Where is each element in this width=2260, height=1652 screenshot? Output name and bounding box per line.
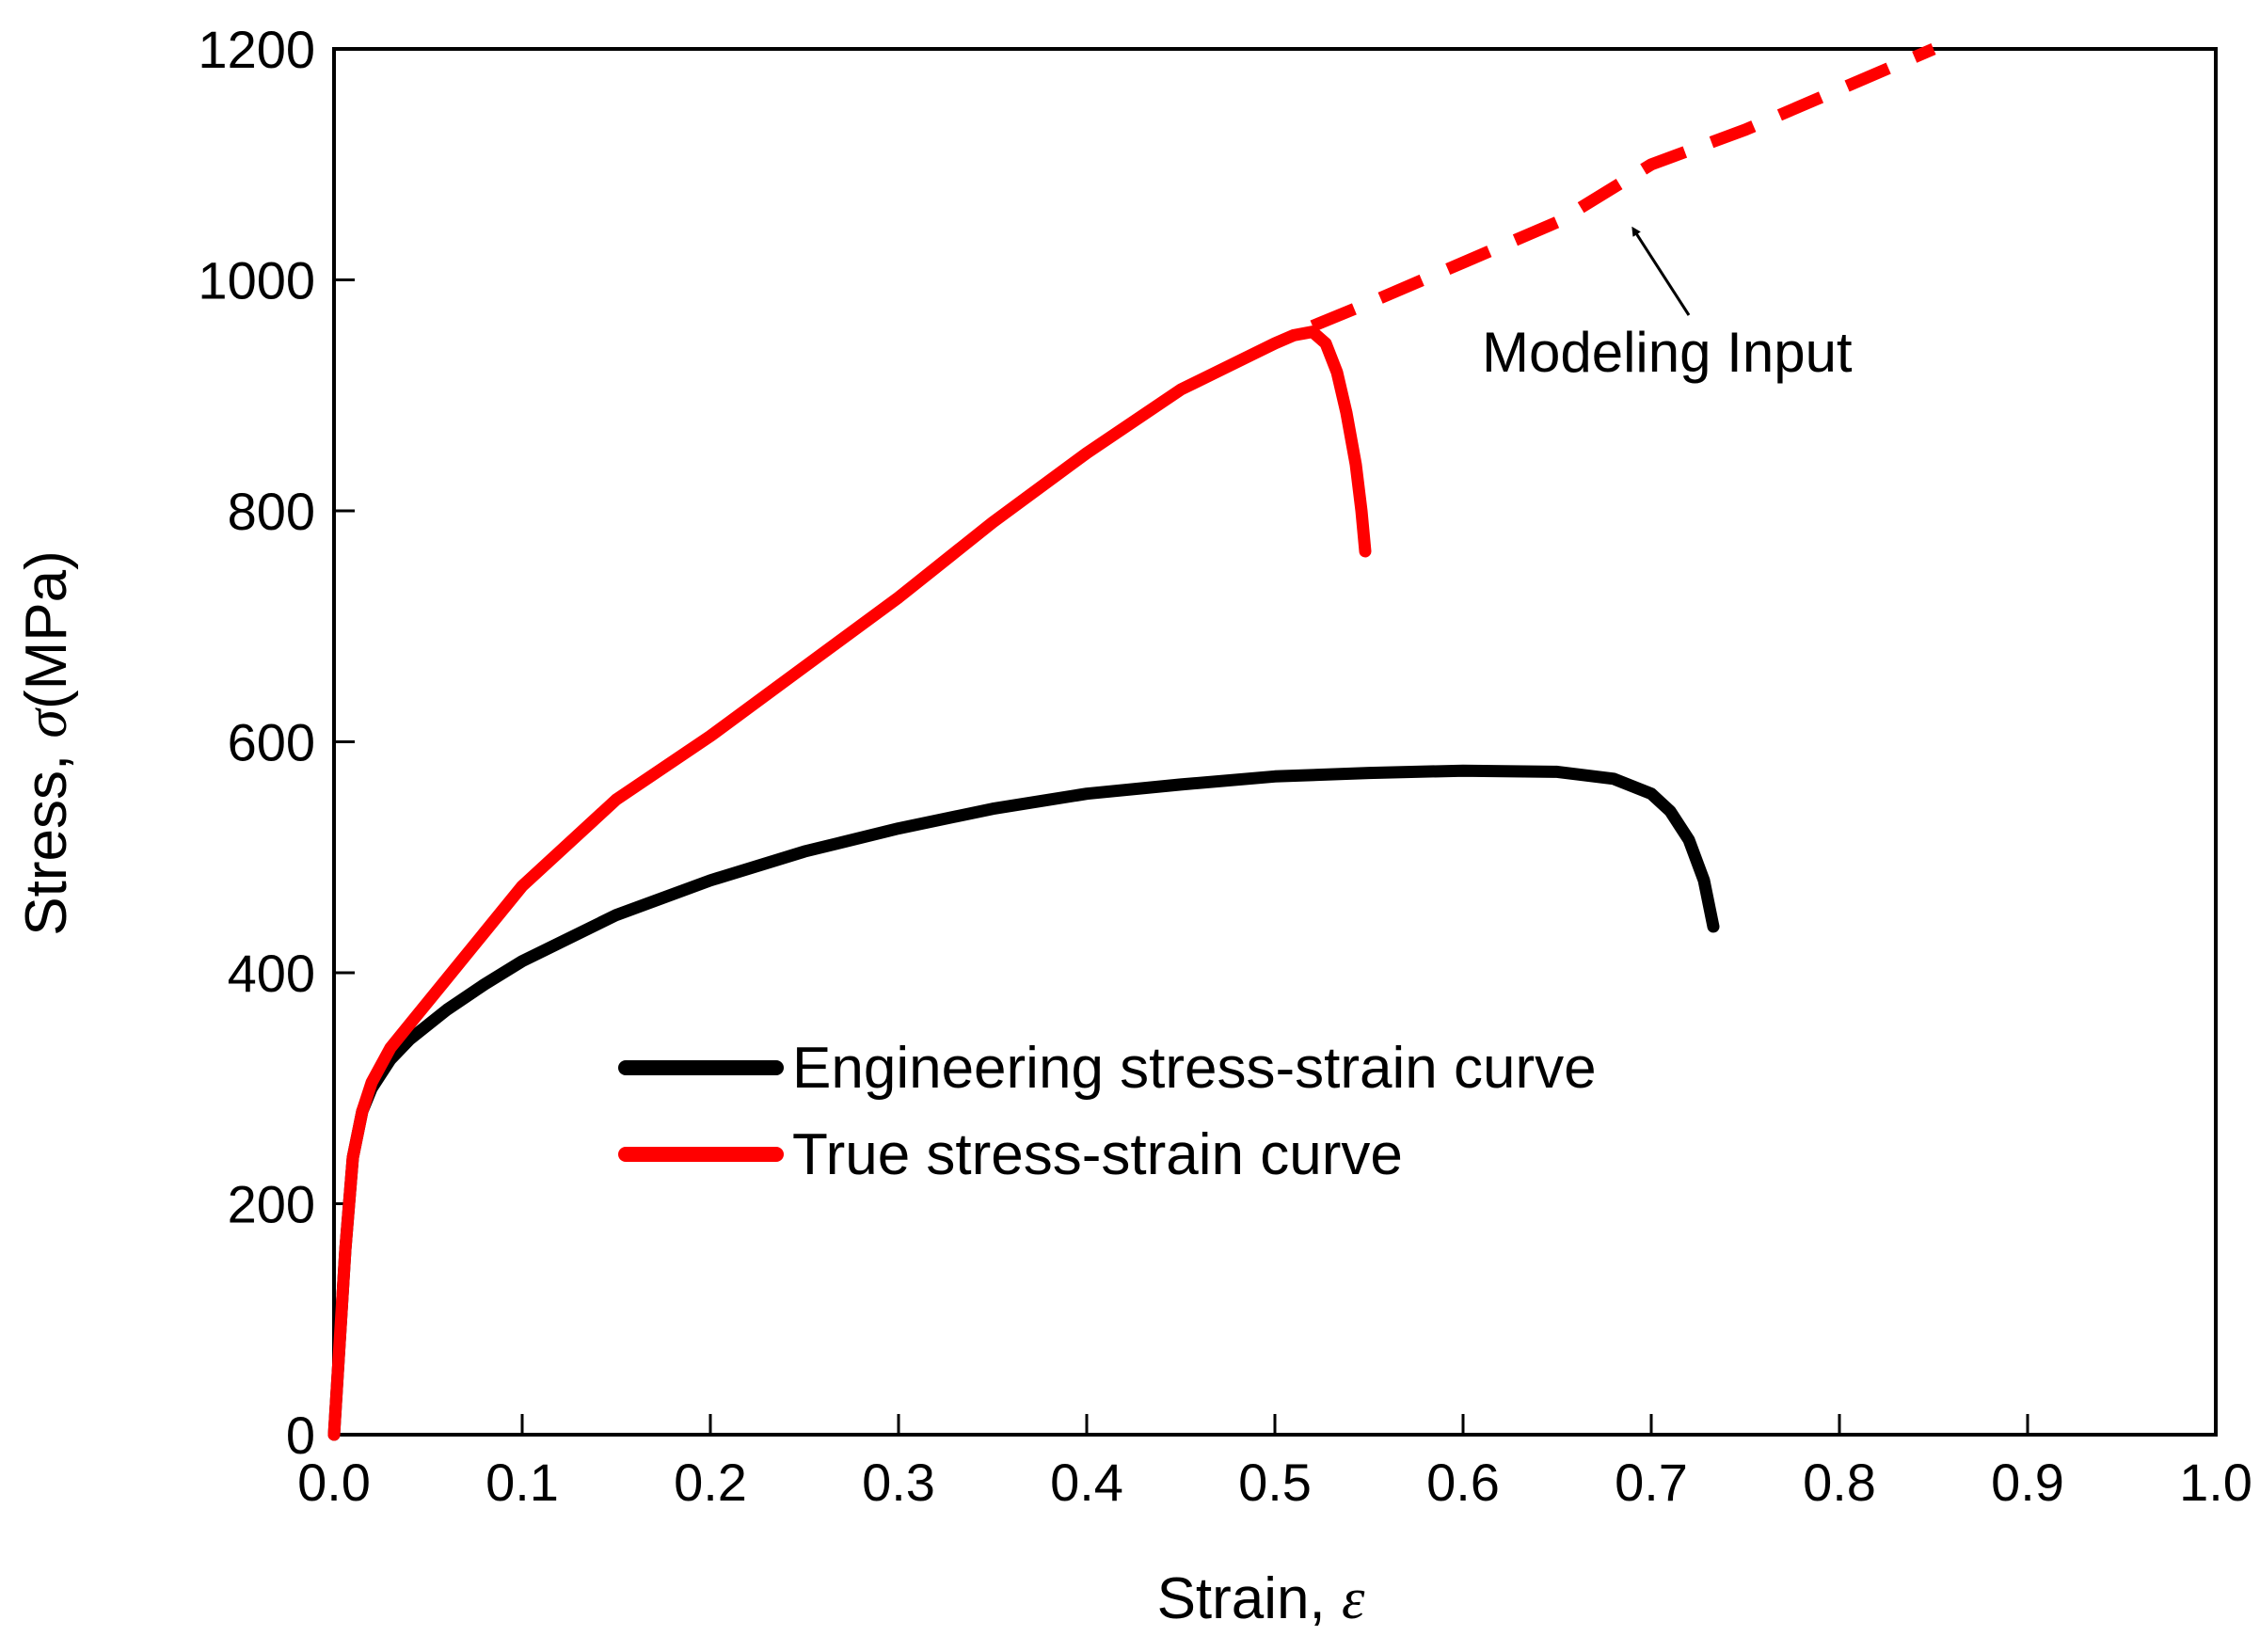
annotation-modeling-input: Modeling Input [1482,226,1853,384]
x-tick-label-10: 1.0 [2179,1453,2252,1512]
y-axis-ticks: 0 200 400 600 800 1000 1200 [198,20,355,1465]
plot-frame [332,47,2218,1437]
x-tick-label-5: 0.5 [1238,1453,1312,1512]
y-tick-label-0: 0 [286,1406,315,1465]
y-tick-label-1: 200 [228,1175,315,1234]
y-tick-label-4: 800 [228,482,315,541]
x-tick-label-4: 0.4 [1050,1453,1123,1512]
legend: Engineering stress-strain curve True str… [618,1036,1597,1187]
x-axis-ticks: 0.0 0.1 0.2 0.3 0.4 0.5 0.6 0.7 0.8 0.9 1.0 [297,1414,2252,1512]
true-curve [327,326,1372,1441]
x-tick-label-1: 0.1 [485,1453,559,1512]
x-tick-label-9: 0.9 [1991,1453,2064,1512]
x-tick-label-6: 0.6 [1426,1453,1500,1512]
x-tick-label-7: 0.7 [1615,1453,1688,1512]
legend-label-engineering: Engineering stress-strain curve [792,1036,1597,1101]
legend-label-true: True stress-strain curve [792,1122,1403,1187]
curves [327,43,1936,1441]
x-tick-label-0: 0.0 [297,1453,371,1512]
x-axis-title: Strain, ε [1157,1566,1365,1631]
y-tick-label-3: 600 [228,713,315,772]
x-tick-label-8: 0.8 [1803,1453,1876,1512]
modeling-input-curve [1310,43,1936,332]
annotation-label: Modeling Input [1482,321,1853,384]
y-axis-title: Stress, σ(MPa) [14,550,79,936]
y-tick-label-6: 1200 [198,20,315,79]
x-tick-label-3: 0.3 [862,1453,935,1512]
y-tick-label-2: 400 [228,944,315,1003]
y-tick-label-5: 1000 [198,251,315,310]
annotation-arrow [1631,226,1691,316]
x-tick-label-2: 0.2 [674,1453,747,1512]
